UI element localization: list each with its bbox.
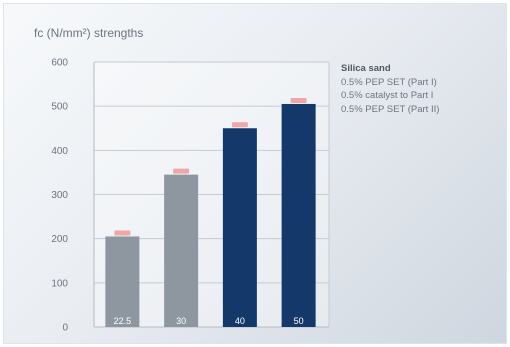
x-tick-label: 22.5 — [114, 316, 132, 326]
bar-chart: 0 100 200 300 400 500 600 22.5 30 40 50 — [51, 58, 330, 334]
bar — [281, 103, 316, 327]
bar-value-label — [173, 168, 190, 174]
chart-panel: fc (N/mm²) strengths 0 100 200 300 400 500 600… — [3, 3, 507, 344]
y-tick-label: 300 — [51, 190, 68, 201]
bar — [105, 236, 140, 327]
legend-item: 0.5% PEP SET (Part I) — [341, 76, 437, 88]
bar — [222, 128, 257, 327]
legend: Silica sand 0.5% PEP SET (Part I) 0.5% c… — [341, 62, 439, 116]
bar-value-label — [114, 230, 131, 236]
y-tick-label: 100 — [51, 278, 68, 289]
y-tick-label: 400 — [51, 146, 68, 157]
x-tick-label: 40 — [235, 316, 245, 326]
legend-item: 0.5% catalyst to Part I — [341, 90, 434, 101]
y-tick-label: 500 — [51, 102, 68, 113]
y-tick-label: 0 — [62, 323, 68, 334]
bar-value-label — [290, 97, 307, 103]
bar-value-label — [231, 122, 248, 128]
y-tick-label: 200 — [51, 234, 68, 245]
legend-item: 0.5% PEP SET (Part II) — [341, 103, 440, 115]
x-tick-label: 30 — [176, 316, 186, 326]
bar — [164, 174, 199, 327]
legend-title: Silica sand — [341, 63, 391, 74]
chart-title: fc (N/mm²) strengths — [34, 26, 144, 40]
y-tick-label: 600 — [51, 58, 68, 69]
x-tick-label: 50 — [294, 316, 304, 326]
